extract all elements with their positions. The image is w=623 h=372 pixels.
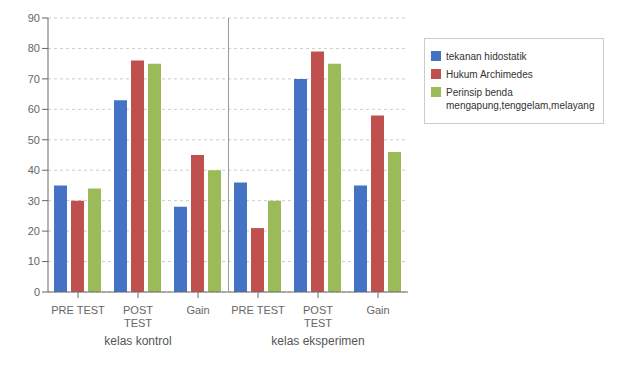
svg-text:Gain: Gain xyxy=(186,304,209,316)
svg-text:POSTTEST: POSTTEST xyxy=(123,304,153,329)
svg-text:60: 60 xyxy=(28,103,40,115)
svg-text:0: 0 xyxy=(34,286,40,298)
html-text:kelas eksperimen: kelas eksperimen xyxy=(271,334,365,348)
svg-text:70: 70 xyxy=(28,73,40,85)
svg-text:40: 40 xyxy=(28,164,40,176)
svg-text:80: 80 xyxy=(28,42,40,54)
svg-text:Gain: Gain xyxy=(366,304,389,316)
html-text:Hukum Archimedes: Hukum Archimedes xyxy=(446,69,533,80)
svg-text:10: 10 xyxy=(28,255,40,267)
html-text:tekanan hidostatik: tekanan hidostatik xyxy=(446,51,527,62)
html-text:Perinsip benda mengapung,tengg: Perinsip benda mengapung,tenggelam,melay… xyxy=(446,87,595,111)
svg-text:50: 50 xyxy=(28,134,40,146)
svg-text:POSTTEST: POSTTEST xyxy=(303,304,333,329)
html-text:kelas kontrol: kelas kontrol xyxy=(104,334,172,348)
svg-text:30: 30 xyxy=(28,195,40,207)
svg-text:90: 90 xyxy=(28,12,40,24)
svg-text:20: 20 xyxy=(28,225,40,237)
svg-text:PRE TEST: PRE TEST xyxy=(51,304,105,316)
svg-text:PRE TEST: PRE TEST xyxy=(231,304,285,316)
